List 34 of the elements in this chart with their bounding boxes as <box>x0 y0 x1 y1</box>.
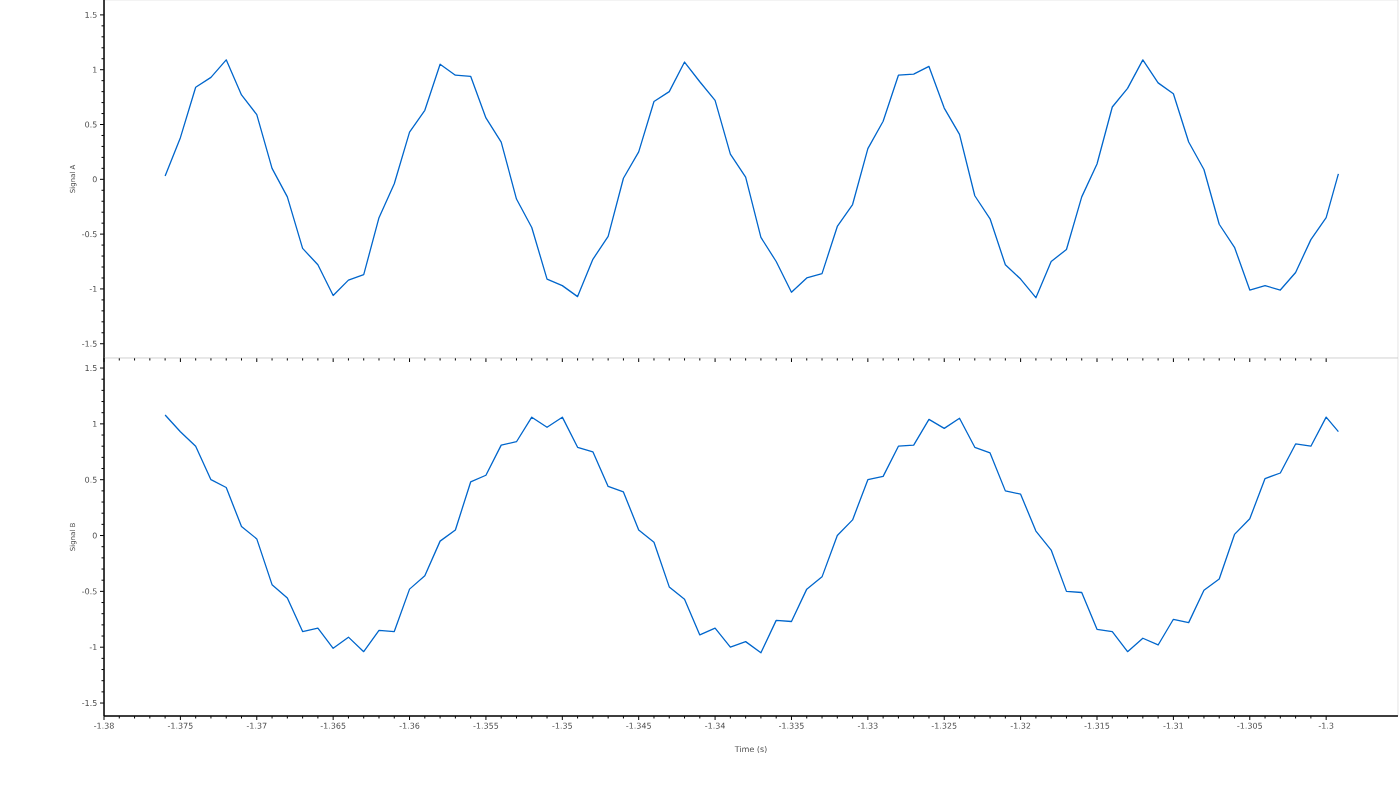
y-tick-label: -0.5 <box>82 588 97 595</box>
y-tick-label: 1 <box>93 420 97 427</box>
x-tick-label: -1.345 <box>626 722 651 729</box>
y-tick-label: 1.5 <box>85 11 97 18</box>
x-tick-label: -1.32 <box>1010 722 1031 729</box>
y-tick-label: 1 <box>93 66 97 73</box>
x-tick-label: -1.355 <box>473 722 499 729</box>
x-tick-label: -1.35 <box>552 722 572 729</box>
x-tick-label: -1.37 <box>246 722 267 729</box>
x-tick-label: -1.325 <box>931 722 957 729</box>
y-tick-label: -1 <box>89 644 97 651</box>
x-tick-label: -1.335 <box>778 722 804 729</box>
y-tick-label: -1.5 <box>82 340 97 347</box>
x-axis-title: Time (s) <box>734 745 767 754</box>
line-series <box>164 59 1340 299</box>
x-tick-label: -1.365 <box>320 722 346 729</box>
x-tick-label: -1.38 <box>94 722 114 729</box>
x-tick-label: -1.305 <box>1237 722 1262 729</box>
y-tick-label: -1.5 <box>82 700 97 706</box>
x-tick-label: -1.3 <box>1318 722 1334 729</box>
x-tick-label: -1.33 <box>857 722 878 729</box>
x-tick-label: -1.34 <box>705 722 725 729</box>
y-tick-label: -0.5 <box>82 231 97 238</box>
y-tick-label: 0.5 <box>85 476 97 483</box>
x-tick-label: -1.315 <box>1084 722 1110 729</box>
x-tick-label: -1.36 <box>399 722 420 729</box>
x-tick-label: -1.31 <box>1163 722 1183 729</box>
y-tick-label: 1.5 <box>85 365 97 372</box>
y-tick-label: 0 <box>92 532 97 539</box>
y-tick-label: -1 <box>89 286 97 292</box>
y-tick-label: 0.5 <box>85 121 97 128</box>
y-tick-label: 0 <box>92 176 97 183</box>
x-tick-label: -1.375 <box>167 722 193 729</box>
line-series <box>164 414 1340 654</box>
